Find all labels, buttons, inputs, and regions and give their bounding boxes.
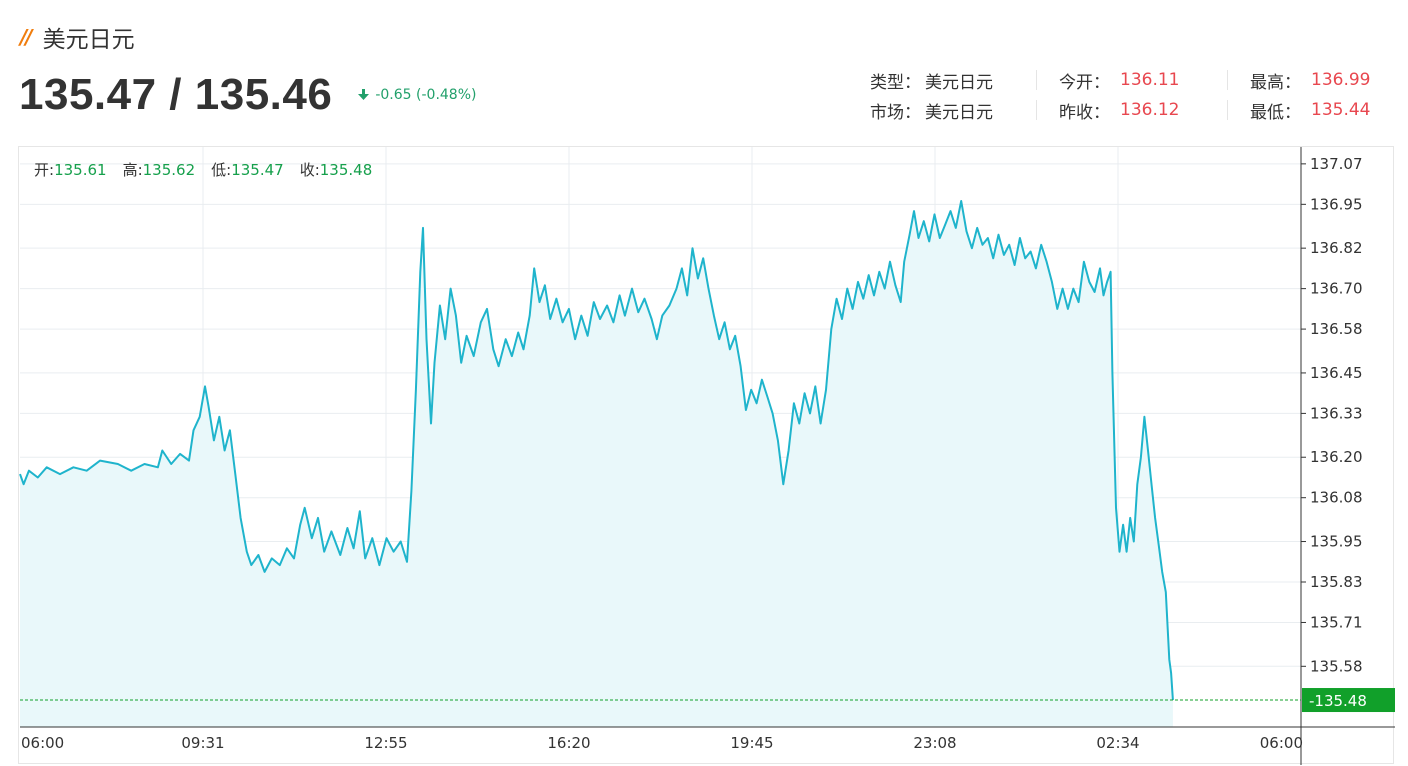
- y-tick-label: 137.07: [1310, 155, 1363, 173]
- title-bar: // 美元日元: [20, 20, 135, 54]
- stat-low: 最低： 135.44: [1227, 100, 1394, 123]
- quote-stats: 类型： 美元日元 今开： 136.11 最高： 136.99 市场： 美元日元 昨收： 1…: [870, 70, 1394, 123]
- price-line: [19, 200, 1174, 701]
- price-change: -0.65 (-0.48%): [358, 87, 476, 103]
- x-tick-label: 23:08: [913, 734, 956, 752]
- x-tick-label: 02:34: [1096, 734, 1139, 752]
- x-tick-label: 09:31: [181, 734, 224, 752]
- x-tick-label: 19:45: [730, 734, 773, 752]
- y-tick-label: 136.33: [1310, 404, 1363, 422]
- x-tick-label: 06:00: [1260, 734, 1303, 752]
- y-tick-label: 136.45: [1310, 364, 1363, 382]
- y-tick-label: 136.82: [1310, 239, 1363, 257]
- last-price-label: -135.48: [1309, 692, 1367, 710]
- y-tick-label: 136.20: [1310, 448, 1363, 466]
- x-tick-label: 16:20: [547, 734, 590, 752]
- ohlc-close: 收:135.48: [299, 161, 373, 179]
- ohlc-high: 高:135.62: [122, 161, 196, 179]
- arrow-down-icon: [358, 89, 370, 100]
- y-tick-label: 136.70: [1310, 280, 1363, 298]
- stat-open: 今开： 136.11: [1036, 70, 1227, 93]
- y-tick-label: 135.71: [1310, 613, 1363, 631]
- ohlc-low: 低:135.47: [211, 161, 284, 179]
- stat-high: 最高： 136.99: [1227, 70, 1394, 93]
- price-row: 135.47 / 135.46 -0.65 (-0.48%): [19, 70, 476, 120]
- chart-canvas[interactable]: 137.07 136.95 136.82 136.70 136.58 136.45 136.…: [19, 147, 1395, 765]
- y-tick-label: 135.95: [1310, 533, 1363, 551]
- intraday-chart[interactable]: 137.07 136.95 136.82 136.70 136.58 136.45 136.…: [18, 146, 1395, 765]
- x-tick-label: 06:00: [21, 734, 64, 752]
- x-tick-label: 12:55: [364, 734, 407, 752]
- brand-mark-icon: //: [20, 25, 33, 49]
- y-tick-label: 136.58: [1310, 320, 1363, 338]
- stat-prev-close: 昨收： 136.12: [1036, 100, 1227, 123]
- instrument-title: 美元日元: [42, 27, 135, 53]
- y-tick-label: 136.08: [1310, 489, 1363, 507]
- change-value: -0.65 (-0.48%): [375, 87, 477, 103]
- ohlc-readout: 开:135.61 高:135.62 低:135.47 收:135.48: [34, 159, 372, 180]
- stat-market: 市场： 美元日元: [870, 102, 993, 123]
- y-tick-label: 136.95: [1310, 195, 1363, 213]
- price-area: [20, 201, 1173, 727]
- y-tick-label: 135.83: [1310, 573, 1363, 591]
- ohlc-open: 开:135.61: [34, 161, 107, 179]
- last-price-tag: [1302, 688, 1395, 713]
- y-tick-label: 135.58: [1310, 657, 1363, 675]
- stat-type: 类型： 美元日元: [870, 72, 993, 93]
- bid-ask-price: 135.47 / 135.46: [19, 70, 333, 119]
